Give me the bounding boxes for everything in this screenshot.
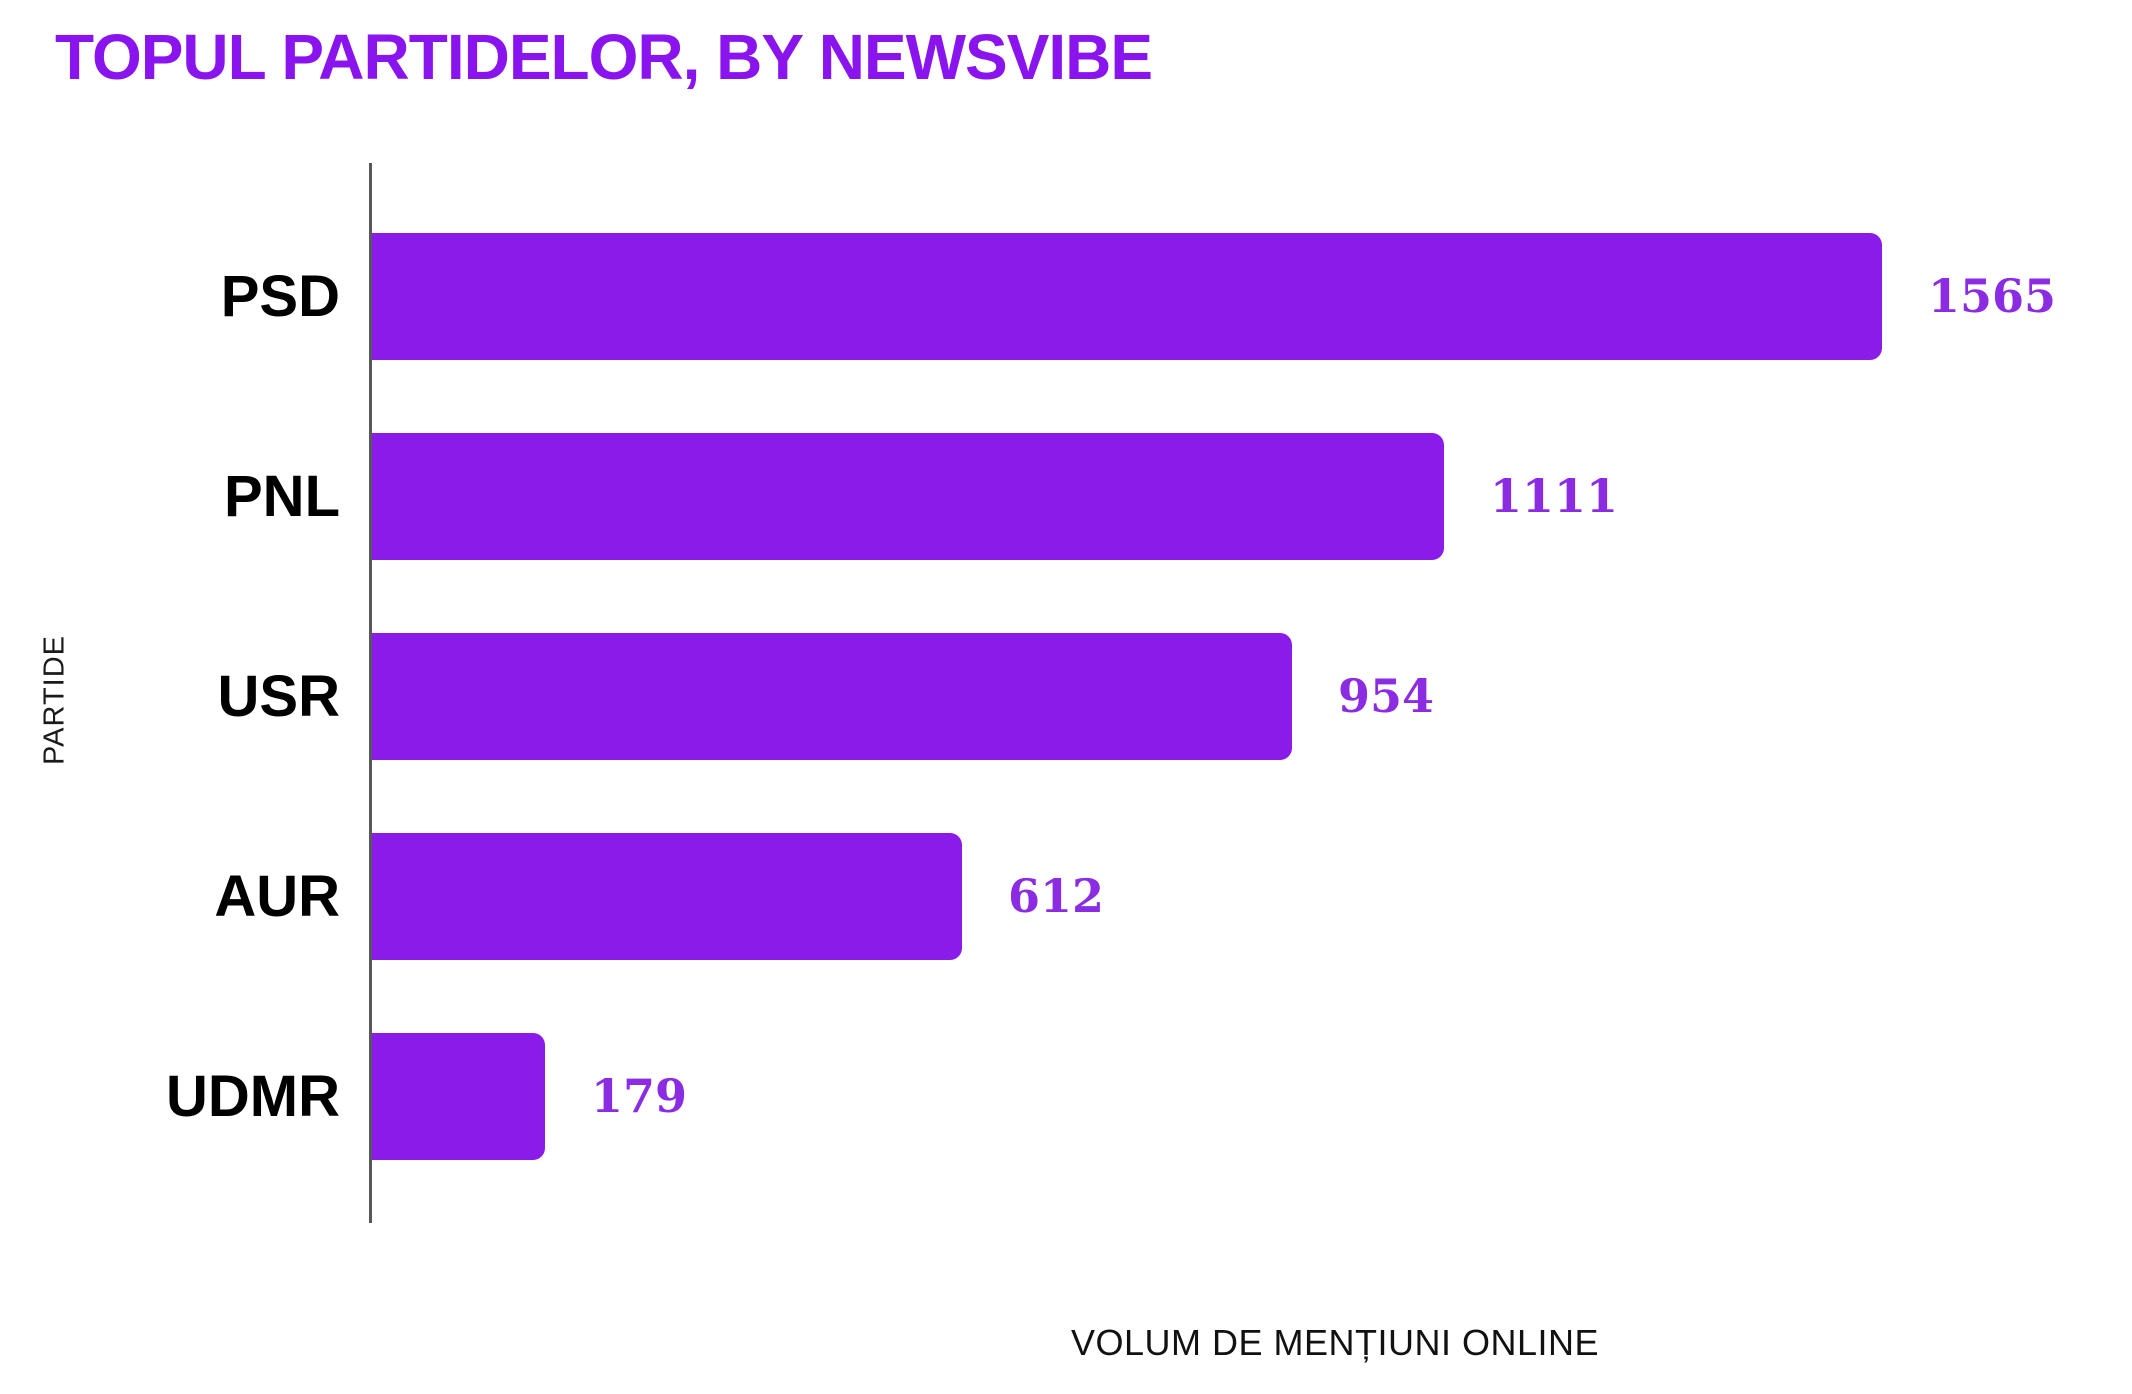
bar xyxy=(372,1032,545,1160)
category-label: AUR xyxy=(214,863,340,929)
bar xyxy=(372,632,1292,760)
value-label: 612 xyxy=(1008,869,1105,923)
category-label: PSD xyxy=(220,263,340,329)
x-axis-title: VOLUM DE MENȚIUNI ONLINE xyxy=(1070,1322,1600,1363)
bar-row: PSD 1565 xyxy=(0,196,2132,396)
category-label: USR xyxy=(217,663,340,729)
value-label: 179 xyxy=(591,1069,688,1123)
bar xyxy=(372,432,1444,560)
bar-row: PNL 1111 xyxy=(0,396,2132,596)
y-axis-line xyxy=(369,163,372,1223)
bar xyxy=(372,832,962,960)
bar-row: USR 954 xyxy=(0,596,2132,796)
bar-rows: PSD 1565 PNL 1111 USR 954 AUR 612 UDMR 179 xyxy=(0,196,2132,1196)
category-label: PNL xyxy=(224,463,340,529)
bar-row: UDMR 179 xyxy=(0,996,2132,1196)
chart-title: TOPUL PARTIDELOR, BY NEWSVIBE xyxy=(55,21,1153,93)
bar xyxy=(372,232,1882,360)
bar-row: AUR 612 xyxy=(0,796,2132,996)
category-label: UDMR xyxy=(166,1063,340,1129)
value-label: 1111 xyxy=(1490,469,1619,523)
value-label: 954 xyxy=(1338,669,1435,723)
value-label: 1565 xyxy=(1928,269,2057,323)
